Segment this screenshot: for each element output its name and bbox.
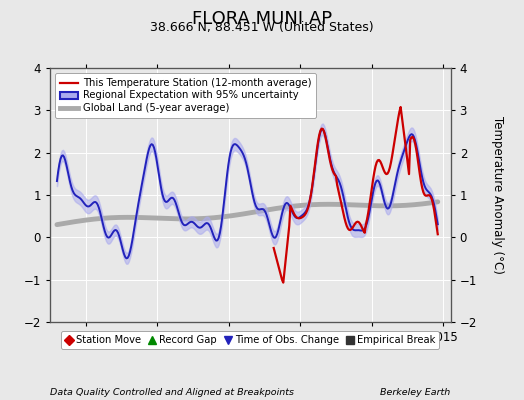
Y-axis label: Temperature Anomaly (°C): Temperature Anomaly (°C) xyxy=(491,116,504,274)
Text: Data Quality Controlled and Aligned at Breakpoints: Data Quality Controlled and Aligned at B… xyxy=(50,388,294,397)
Legend: This Temperature Station (12-month average), Regional Expectation with 95% uncer: This Temperature Station (12-month avera… xyxy=(55,73,316,118)
Text: 38.666 N, 88.451 W (United States): 38.666 N, 88.451 W (United States) xyxy=(150,21,374,34)
Text: Berkeley Earth: Berkeley Earth xyxy=(380,388,451,397)
Text: FLORA MUNI AP: FLORA MUNI AP xyxy=(192,10,332,28)
Legend: Station Move, Record Gap, Time of Obs. Change, Empirical Break: Station Move, Record Gap, Time of Obs. C… xyxy=(61,331,439,349)
